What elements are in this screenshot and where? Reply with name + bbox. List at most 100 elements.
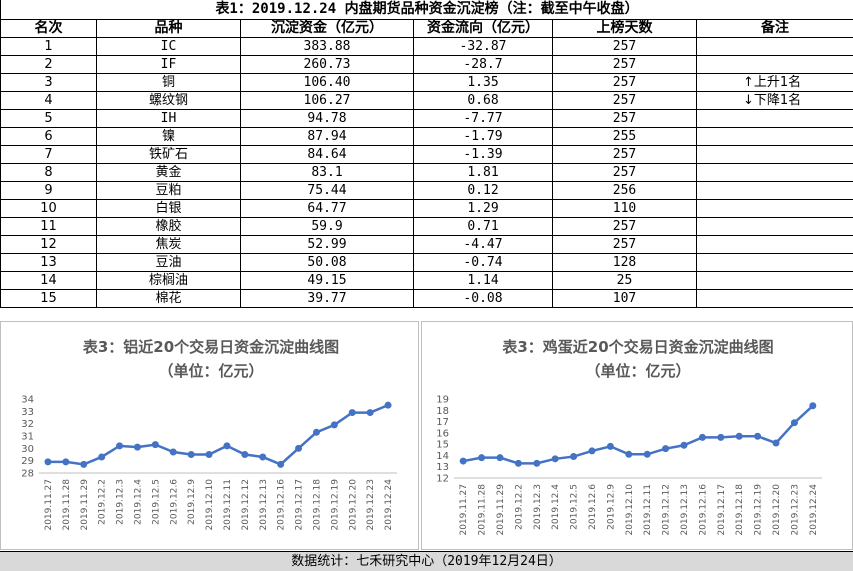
note-cell [695, 253, 853, 272]
table-row: 8 黄金 83.1 1.81 257 [0, 163, 853, 182]
data-point [625, 450, 633, 458]
funds-cell: 64.77 [240, 199, 414, 218]
y-tick-label: 31 [21, 432, 34, 443]
x-tick-label: 2019.12.13 [680, 484, 690, 536]
table-title: 表1：2019.12.24 内盘期货品种资金沉淀榜（注：截至中午收盘） [0, 0, 853, 20]
flow-cell: 0.12 [413, 181, 553, 200]
name-cell: 豆粕 [96, 181, 241, 200]
x-tick-label: 2019.12.23 [366, 479, 376, 531]
y-tick-label: 18 [436, 406, 449, 417]
flow-cell: -0.74 [413, 253, 553, 272]
note-cell: ↑上升1名 [695, 73, 853, 92]
table-row: 15 棉花 39.77 -0.08 107 [0, 289, 853, 308]
note-cell [695, 163, 853, 182]
chart-subtitle: （单位：亿元） [158, 362, 263, 380]
days-cell: 257 [552, 217, 697, 236]
x-tick-label: 2019.12.6 [169, 479, 179, 525]
funds-cell: 84.64 [240, 145, 414, 164]
data-point [169, 448, 177, 456]
flow-cell: 1.14 [413, 271, 553, 290]
flow-cell: 1.81 [413, 163, 553, 182]
funds-cell: 383.88 [240, 37, 414, 56]
header-rank: 名次 [0, 19, 97, 38]
x-tick-label: 2019.12.13 [259, 479, 269, 531]
data-point [187, 451, 195, 458]
days-cell: 257 [552, 145, 697, 164]
days-cell: 257 [552, 73, 697, 92]
x-tick-label: 2019.12.3 [533, 484, 543, 530]
x-tick-label: 2019.12.4 [551, 484, 561, 530]
flow-cell: -4.47 [413, 235, 553, 254]
x-tick-label: 2019.12.19 [754, 484, 764, 536]
x-tick-label: 2019.12.20 [772, 484, 782, 536]
rank-cell: 3 [0, 73, 97, 92]
note-cell [695, 37, 853, 56]
data-point [551, 455, 559, 463]
data-point [277, 460, 285, 468]
table-row: 12 焦炭 52.99 -4.47 257 [0, 235, 853, 254]
rank-cell: 10 [0, 199, 97, 218]
days-cell: 255 [552, 127, 697, 146]
y-tick-label: 16 [436, 428, 449, 439]
note-cell [695, 235, 853, 254]
x-tick-label: 2019.12.9 [606, 484, 616, 530]
data-point [241, 451, 249, 458]
footer-source: 数据统计：七禾研究中心（2019年12月24日） [0, 551, 853, 571]
funds-ranking-table: 表1：2019.12.24 内盘期货品种资金沉淀榜（注：截至中午收盘） 名次 品… [0, 0, 853, 308]
x-tick-label: 2019.12.5 [151, 479, 161, 525]
chart-subtitle: （单位：亿元） [585, 362, 690, 380]
data-point [809, 402, 817, 410]
x-tick-label: 2019.11.27 [459, 484, 469, 536]
funds-cell: 94.78 [240, 109, 414, 128]
data-point [98, 453, 106, 461]
days-cell: 128 [552, 253, 697, 272]
x-tick-label: 2019.12.23 [790, 484, 800, 536]
name-cell: 铜 [96, 73, 241, 92]
table-row: 2 IF 260.73 -28.7 257 [0, 55, 853, 74]
rank-cell: 15 [0, 289, 97, 308]
data-point [205, 451, 213, 458]
funds-cell: 106.27 [240, 91, 414, 110]
x-tick-label: 2019.11.29 [80, 479, 90, 531]
x-tick-label: 2019.12.5 [570, 484, 580, 530]
table-row: 4 螺纹钢 106.27 0.68 257 ↓下降1名 [0, 91, 853, 110]
table-row: 11 橡胶 59.9 0.71 257 [0, 217, 853, 236]
funds-cell: 59.9 [240, 217, 414, 236]
name-cell: 黄金 [96, 163, 241, 182]
x-tick-label: 2019.11.29 [496, 484, 506, 536]
data-point [772, 439, 780, 447]
days-cell: 257 [552, 55, 697, 74]
x-tick-label: 2019.12.24 [809, 484, 819, 536]
data-point [496, 454, 504, 462]
name-cell: 棕榈油 [96, 271, 241, 290]
data-point [366, 409, 374, 417]
data-point [680, 441, 688, 449]
y-tick-label: 28 [21, 469, 34, 480]
name-cell: 焦炭 [96, 235, 241, 254]
y-tick-label: 19 [436, 395, 449, 406]
days-cell: 257 [552, 163, 697, 182]
name-cell: 棉花 [96, 289, 241, 308]
y-tick-label: 33 [21, 407, 34, 418]
x-tick-label: 2019.12.3 [116, 479, 126, 525]
table-row: 1 IC 383.88 -32.87 257 [0, 37, 853, 56]
funds-cell: 106.40 [240, 73, 414, 92]
flow-cell: -7.77 [413, 109, 553, 128]
y-tick-label: 13 [436, 462, 449, 473]
flow-cell: -1.79 [413, 127, 553, 146]
note-cell [695, 289, 853, 308]
chart-title: 表3：铝近20个交易日资金沉淀曲线图 [83, 338, 339, 356]
chart-title: 表3：鸡蛋近20个交易日资金沉淀曲线图 [502, 338, 773, 356]
data-point [643, 450, 651, 458]
flow-cell: 0.68 [413, 91, 553, 110]
egg-line-chart: 表3：鸡蛋近20个交易日资金沉淀曲线图 （单位：亿元） 12131415161718… [436, 338, 822, 536]
rank-cell: 12 [0, 235, 97, 254]
x-tick-label: 2019.11.28 [62, 479, 72, 531]
y-tick-label: 15 [436, 440, 449, 451]
data-point [790, 419, 798, 427]
flow-cell: -1.39 [413, 145, 553, 164]
header-note: 备注 [695, 19, 853, 38]
data-point [116, 442, 124, 450]
funds-cell: 39.77 [240, 289, 414, 308]
x-tick-label: 2019.11.27 [44, 479, 54, 531]
